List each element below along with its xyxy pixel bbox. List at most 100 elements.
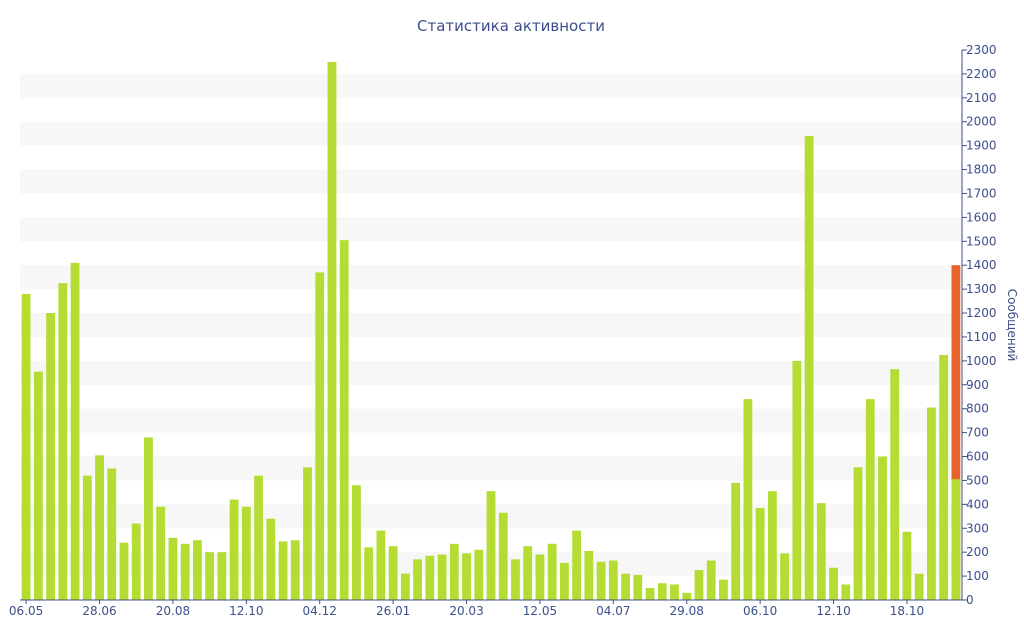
bar [951, 479, 961, 600]
bar [180, 543, 190, 600]
bar [229, 499, 239, 600]
y-axis: 0 100 200 300 400 500 600 700 800 900 1000 1100 1200… [961, 43, 997, 607]
x-tick-label: 20.08 [156, 604, 190, 618]
bar [119, 542, 129, 600]
bar [670, 584, 679, 600]
grid-band [20, 169, 962, 194]
bar [865, 399, 875, 600]
bar [914, 573, 924, 600]
bar [682, 592, 692, 600]
bar [731, 482, 741, 600]
bar [584, 550, 594, 600]
bar [474, 549, 484, 600]
bar [205, 552, 215, 600]
y-tick-label: 900 [966, 378, 989, 392]
bar [939, 354, 949, 600]
chart-title: Статистика активности [417, 17, 605, 35]
y-tick-label: 800 [966, 402, 989, 416]
bars [21, 61, 961, 600]
bar [511, 559, 520, 600]
bar [266, 518, 276, 600]
bar [841, 584, 851, 600]
y-tick-label: 400 [966, 497, 989, 511]
bar [388, 546, 398, 600]
y-tick-label: 1100 [966, 330, 997, 344]
bar [498, 512, 508, 600]
y-tick-label: 2300 [966, 43, 997, 57]
bar [131, 523, 141, 600]
y-tick-label: 600 [966, 450, 989, 464]
bar [352, 485, 361, 600]
x-tick-label: 04.12 [303, 604, 337, 618]
bar [608, 560, 618, 600]
bar [706, 560, 716, 600]
x-tick-label: 04.07 [596, 604, 630, 618]
x-tick-label: 20.03 [449, 604, 483, 618]
bar [816, 503, 826, 600]
x-tick-label: 06.05 [9, 604, 43, 618]
grid-bands [20, 73, 962, 577]
bar [853, 467, 863, 600]
y-tick-label: 2000 [966, 115, 997, 129]
bar [890, 369, 900, 600]
bar [486, 491, 496, 600]
x-tick-label: 06.10 [743, 604, 777, 618]
bar [755, 507, 765, 600]
x-tick-label: 12.10 [229, 604, 263, 618]
y-tick-label: 1300 [966, 282, 997, 296]
grid-band [20, 217, 962, 242]
bar [523, 546, 533, 600]
bar [107, 468, 117, 600]
bar [376, 530, 386, 600]
bar [437, 554, 447, 600]
grid-band [20, 265, 962, 290]
bar-highlight [951, 265, 961, 600]
y-tick-label: 300 [966, 521, 989, 535]
bar [559, 562, 569, 600]
bar [767, 491, 777, 600]
y-tick-label: 1000 [966, 354, 997, 368]
y-tick-label: 500 [966, 473, 989, 487]
bar [645, 588, 655, 600]
grid-band [20, 121, 962, 146]
bar [46, 313, 55, 600]
bar [780, 553, 790, 600]
bar [70, 262, 80, 600]
bar [927, 407, 936, 600]
y-tick-label: 1500 [966, 234, 997, 248]
x-tick-label: 28.06 [82, 604, 116, 618]
bar [400, 573, 410, 600]
bar [719, 579, 728, 600]
bar [327, 61, 337, 600]
bar [462, 553, 471, 600]
bar [364, 547, 374, 600]
bar [657, 583, 667, 600]
y-tick-label: 1900 [966, 139, 997, 153]
bar [156, 506, 166, 600]
bar [596, 561, 606, 600]
bar [535, 554, 545, 600]
grid-band [20, 313, 962, 337]
bar [694, 570, 704, 600]
y-tick-label: 200 [966, 545, 989, 559]
bar [241, 506, 251, 600]
y-tick-label: 2200 [966, 67, 997, 81]
x-axis: 06.05 28.06 20.08 12.10 04.12 26.01 20.03 12.05… [9, 599, 962, 618]
y-axis-label: Сообщений [1005, 289, 1019, 362]
bar [21, 293, 31, 600]
bar [144, 437, 153, 600]
y-tick-label: 1200 [966, 306, 997, 320]
bar [413, 559, 423, 600]
bar [633, 574, 643, 600]
bar [572, 530, 582, 600]
bar [804, 136, 814, 600]
y-tick-label: 0 [966, 593, 974, 607]
grid-band [20, 456, 962, 481]
bar [58, 283, 68, 600]
y-tick-label: 2100 [966, 91, 997, 105]
bar [829, 567, 838, 600]
bar [33, 371, 43, 600]
bar [339, 240, 349, 600]
